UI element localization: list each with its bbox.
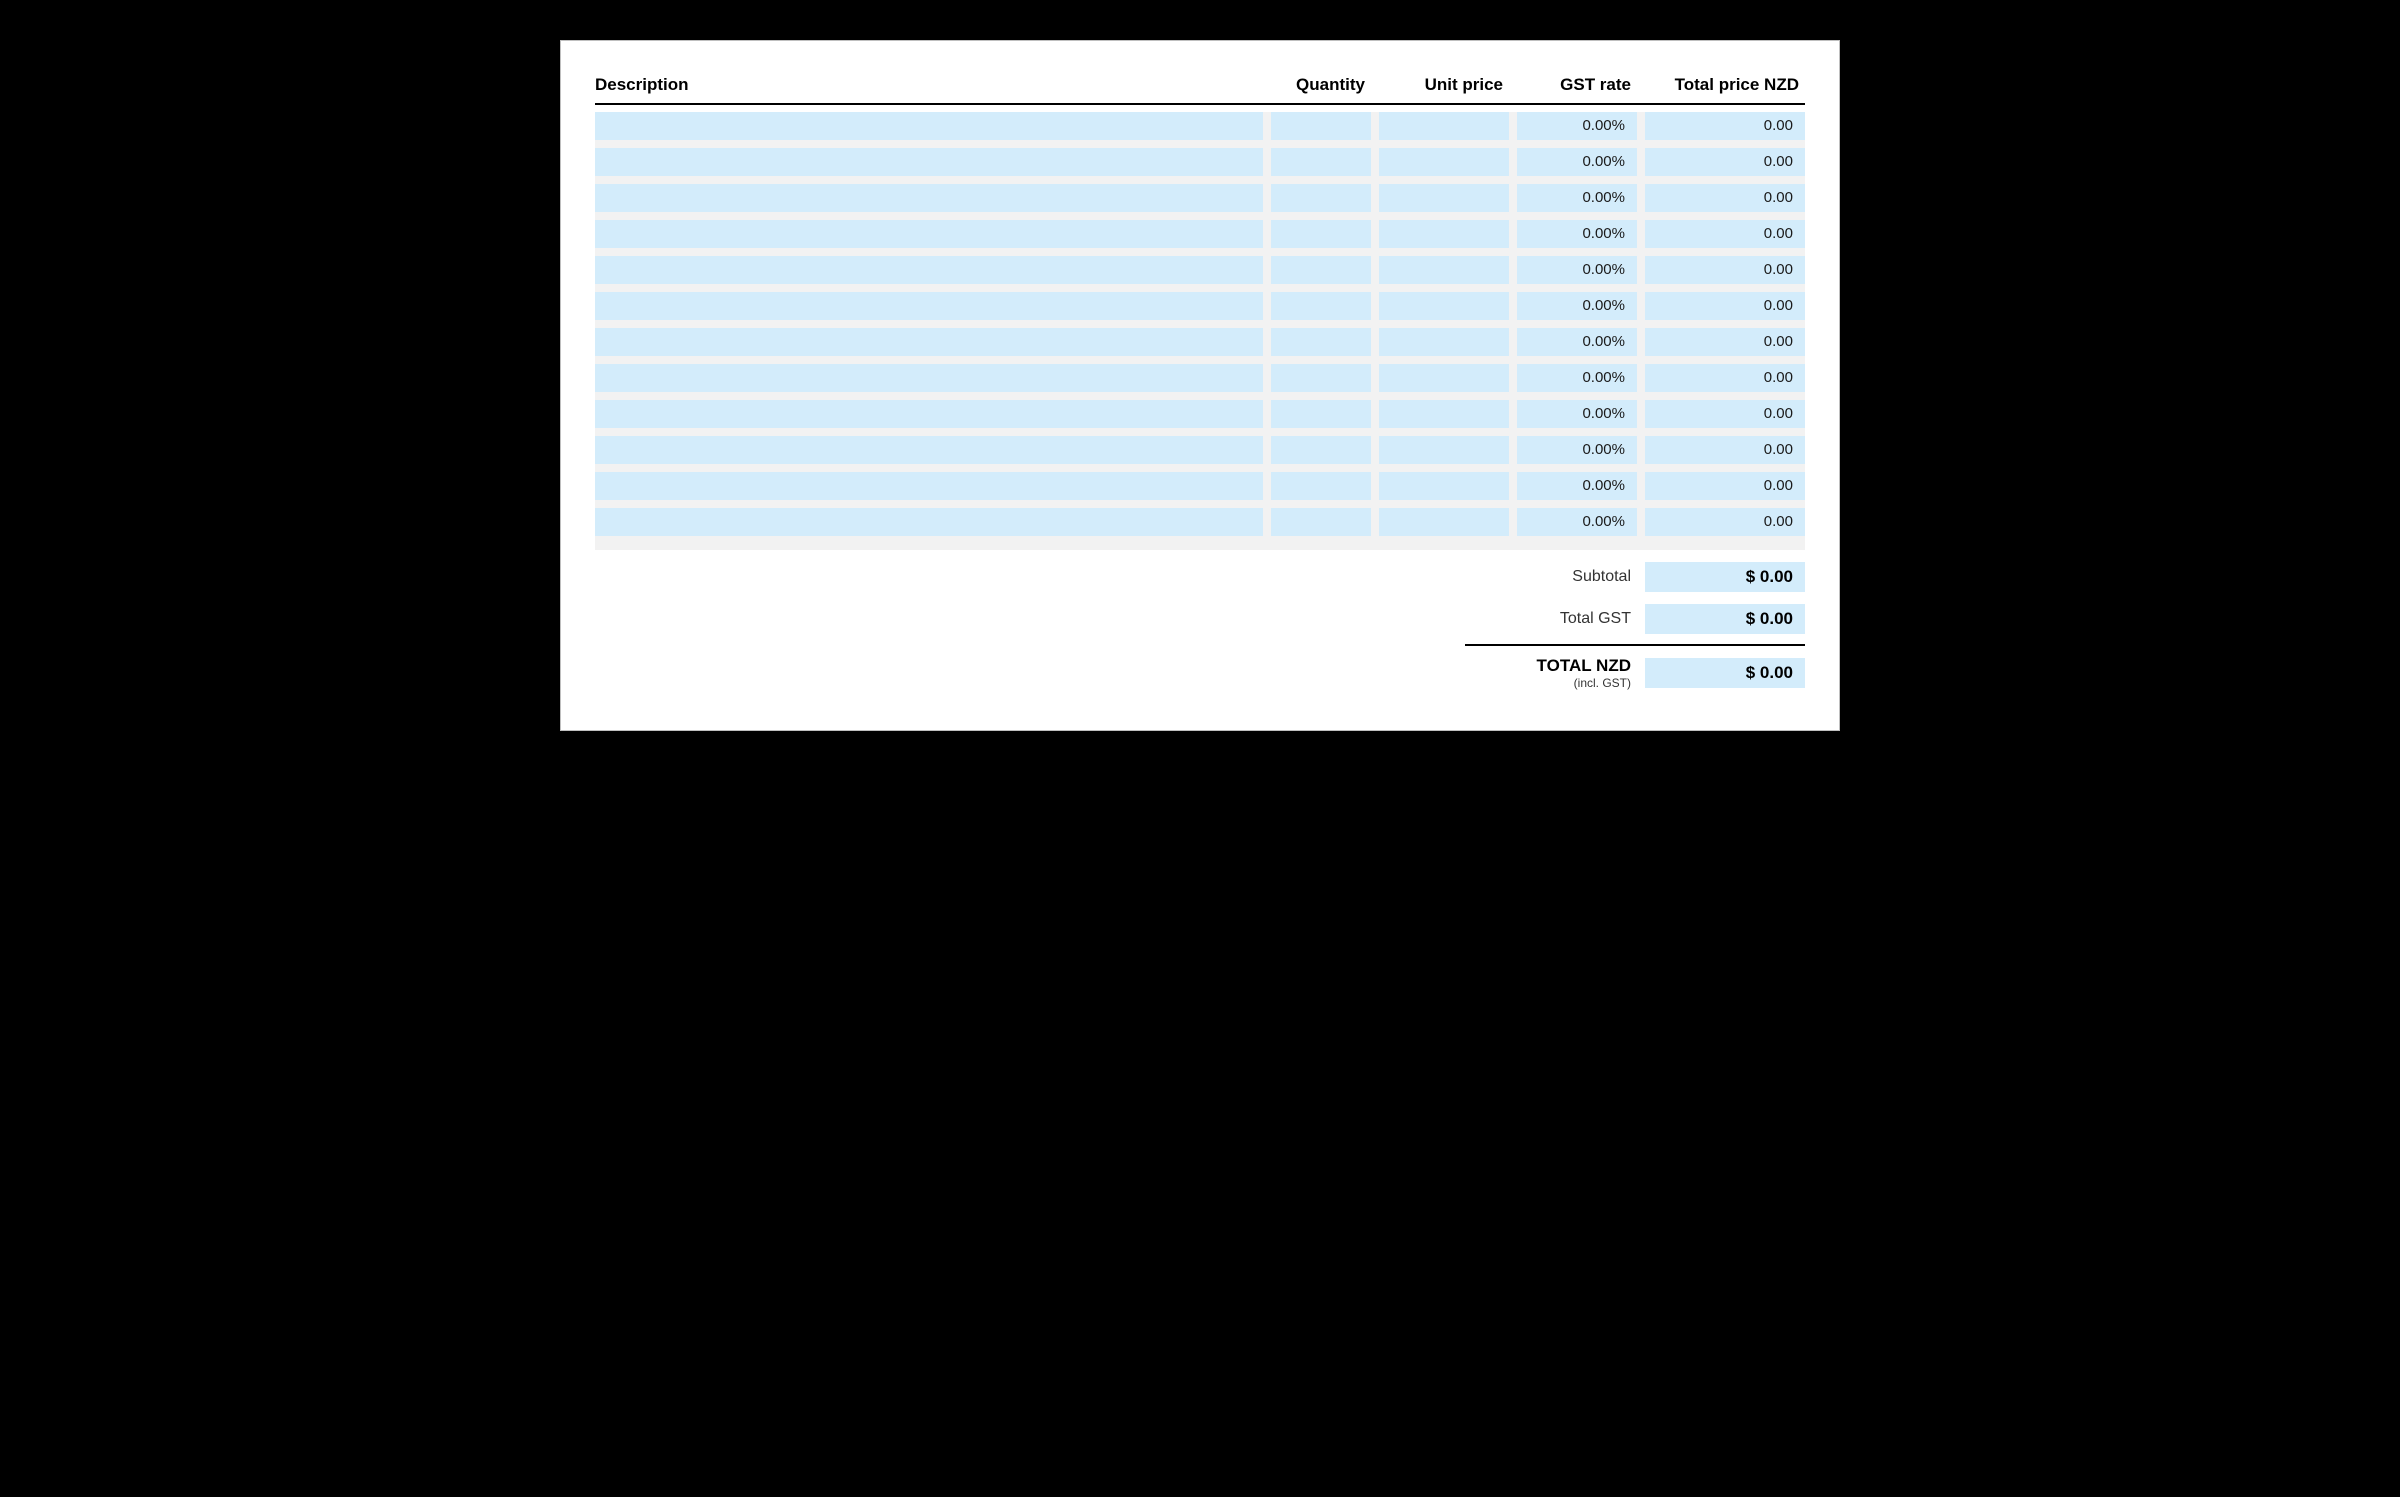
cell-unit-price[interactable] [1379, 436, 1509, 464]
cell-gst-rate[interactable]: 0.00% [1517, 112, 1637, 140]
cell-quantity[interactable] [1271, 400, 1371, 428]
table-row: 0.00% 0.00 [595, 256, 1805, 284]
cell-total-price: 0.00 [1645, 472, 1805, 500]
cell-quantity[interactable] [1271, 112, 1371, 140]
totals-section: Subtotal $ 0.00 Total GST $ 0.00 TOTAL N… [595, 556, 1805, 696]
cell-description[interactable] [595, 292, 1263, 320]
cell-unit-price[interactable] [1379, 364, 1509, 392]
cell-total-price: 0.00 [1645, 220, 1805, 248]
cell-gst-rate[interactable]: 0.00% [1517, 364, 1637, 392]
grand-total-label: TOTAL NZD (incl. GST) [1465, 656, 1645, 690]
total-gst-row: Total GST $ 0.00 [1465, 598, 1805, 640]
cell-unit-price[interactable] [1379, 148, 1509, 176]
cell-gst-rate[interactable]: 0.00% [1517, 436, 1637, 464]
col-description: Description [595, 69, 1263, 104]
cell-unit-price[interactable] [1379, 472, 1509, 500]
cell-gst-rate[interactable]: 0.00% [1517, 328, 1637, 356]
grand-total-row: TOTAL NZD (incl. GST) $ 0.00 [1465, 650, 1805, 696]
cell-description[interactable] [595, 364, 1263, 392]
cell-description[interactable] [595, 436, 1263, 464]
cell-description[interactable] [595, 472, 1263, 500]
cell-quantity[interactable] [1271, 292, 1371, 320]
cell-total-price: 0.00 [1645, 364, 1805, 392]
cell-description[interactable] [595, 508, 1263, 536]
table-row: 0.00% 0.00 [595, 364, 1805, 392]
cell-quantity[interactable] [1271, 472, 1371, 500]
cell-quantity[interactable] [1271, 508, 1371, 536]
cell-unit-price[interactable] [1379, 400, 1509, 428]
cell-unit-price[interactable] [1379, 256, 1509, 284]
cell-total-price: 0.00 [1645, 112, 1805, 140]
cell-unit-price[interactable] [1379, 220, 1509, 248]
totals-divider [1465, 644, 1805, 646]
cell-total-price: 0.00 [1645, 328, 1805, 356]
table-row: 0.00% 0.00 [595, 400, 1805, 428]
cell-description[interactable] [595, 148, 1263, 176]
cell-total-price: 0.00 [1645, 400, 1805, 428]
cell-total-price: 0.00 [1645, 292, 1805, 320]
table-row: 0.00% 0.00 [595, 148, 1805, 176]
col-total-price: Total price NZD [1645, 69, 1805, 104]
subtotal-value: $ 0.00 [1645, 562, 1805, 592]
cell-gst-rate[interactable]: 0.00% [1517, 292, 1637, 320]
cell-unit-price[interactable] [1379, 508, 1509, 536]
cell-description[interactable] [595, 328, 1263, 356]
cell-description[interactable] [595, 184, 1263, 212]
cell-quantity[interactable] [1271, 184, 1371, 212]
col-quantity: Quantity [1271, 69, 1371, 104]
table-row: 0.00% 0.00 [595, 472, 1805, 500]
cell-total-price: 0.00 [1645, 184, 1805, 212]
total-gst-value: $ 0.00 [1645, 604, 1805, 634]
cell-total-price: 0.00 [1645, 256, 1805, 284]
cell-unit-price[interactable] [1379, 184, 1509, 212]
cell-unit-price[interactable] [1379, 328, 1509, 356]
cell-quantity[interactable] [1271, 256, 1371, 284]
cell-total-price: 0.00 [1645, 508, 1805, 536]
cell-unit-price[interactable] [1379, 112, 1509, 140]
table-row: 0.00% 0.00 [595, 220, 1805, 248]
line-items-table: Description Quantity Unit price GST rate… [595, 69, 1805, 550]
table-row: 0.00% 0.00 [595, 112, 1805, 140]
cell-quantity[interactable] [1271, 328, 1371, 356]
total-gst-label: Total GST [1465, 610, 1645, 628]
cell-quantity[interactable] [1271, 148, 1371, 176]
table-header-row: Description Quantity Unit price GST rate… [595, 69, 1805, 104]
cell-quantity[interactable] [1271, 436, 1371, 464]
cell-gst-rate[interactable]: 0.00% [1517, 400, 1637, 428]
table-row: 0.00% 0.00 [595, 328, 1805, 356]
col-gst-rate: GST rate [1517, 69, 1637, 104]
table-row: 0.00% 0.00 [595, 184, 1805, 212]
table-row: 0.00% 0.00 [595, 436, 1805, 464]
cell-gst-rate[interactable]: 0.00% [1517, 148, 1637, 176]
cell-quantity[interactable] [1271, 220, 1371, 248]
cell-quantity[interactable] [1271, 364, 1371, 392]
cell-description[interactable] [595, 220, 1263, 248]
col-unit-price: Unit price [1379, 69, 1509, 104]
table-row: 0.00% 0.00 [595, 292, 1805, 320]
cell-gst-rate[interactable]: 0.00% [1517, 184, 1637, 212]
cell-total-price: 0.00 [1645, 148, 1805, 176]
subtotal-label: Subtotal [1465, 568, 1645, 586]
cell-gst-rate[interactable]: 0.00% [1517, 508, 1637, 536]
cell-gst-rate[interactable]: 0.00% [1517, 256, 1637, 284]
table-row: 0.00% 0.00 [595, 508, 1805, 536]
cell-gst-rate[interactable]: 0.00% [1517, 220, 1637, 248]
cell-description[interactable] [595, 256, 1263, 284]
cell-description[interactable] [595, 112, 1263, 140]
cell-gst-rate[interactable]: 0.00% [1517, 472, 1637, 500]
grand-total-value: $ 0.00 [1645, 658, 1805, 688]
invoice-page: Description Quantity Unit price GST rate… [560, 40, 1840, 731]
cell-description[interactable] [595, 400, 1263, 428]
subtotal-row: Subtotal $ 0.00 [1465, 556, 1805, 598]
cell-total-price: 0.00 [1645, 436, 1805, 464]
cell-unit-price[interactable] [1379, 292, 1509, 320]
